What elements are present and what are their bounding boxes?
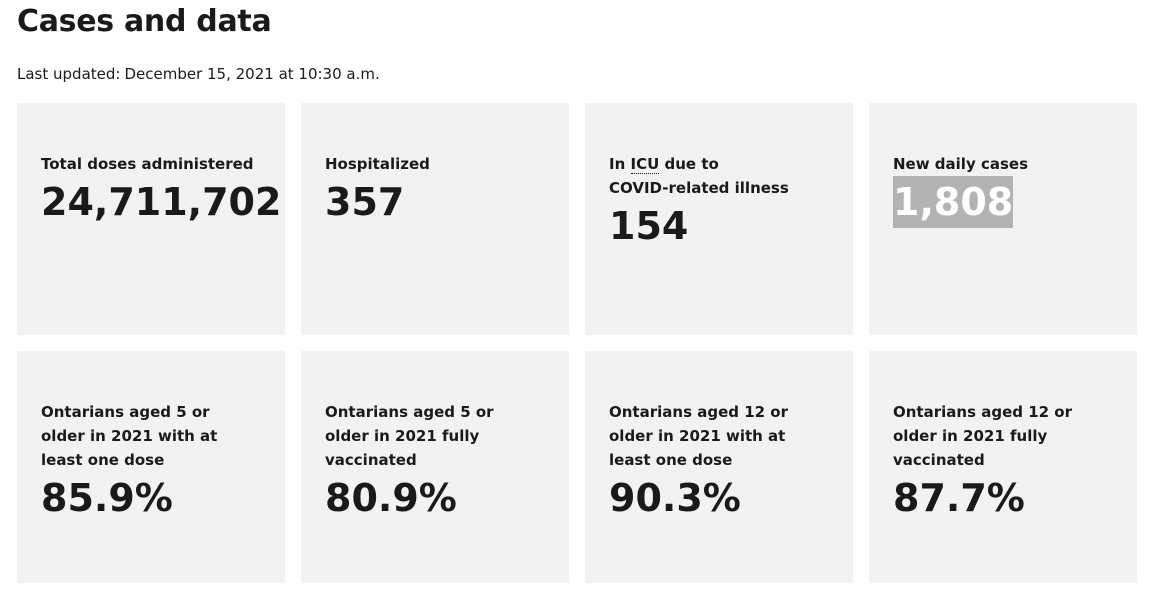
stats-grid: Total doses administered 24,711,702 Hosp…	[17, 103, 1137, 583]
stat-card-age5-fully-vaccinated: Ontarians aged 5 or older in 2021 fully …	[301, 351, 569, 583]
stat-card-hospitalized: Hospitalized 357	[301, 103, 569, 335]
label-prefix: In	[609, 155, 626, 173]
stat-card-total-doses: Total doses administered 24,711,702	[17, 103, 285, 335]
stat-card-value: 80.9%	[325, 476, 457, 520]
stat-card-label: Total doses administered	[41, 155, 254, 173]
stat-card-label: New daily cases	[893, 155, 1028, 173]
stat-card-new-daily-cases: New daily cases 1,808	[869, 103, 1137, 335]
stat-card-value: 87.7%	[893, 476, 1025, 520]
stat-card-value: 154	[609, 204, 689, 248]
last-updated-label: Last updated:	[17, 65, 121, 83]
stat-card-value: 90.3%	[609, 476, 741, 520]
stat-card-age5-one-dose: Ontarians aged 5 or older in 2021 with a…	[17, 351, 285, 583]
label-rest: due to	[664, 155, 719, 173]
stat-card-age12-fully-vaccinated: Ontarians aged 12 or older in 2021 fully…	[869, 351, 1137, 583]
stat-card-label-line-1: In ICU due to	[609, 152, 829, 176]
stat-card-value: 85.9%	[41, 476, 173, 520]
last-updated: Last updated: December 15, 2021 at 10:30 …	[17, 63, 380, 85]
stat-card-label: Ontarians aged 5 or older in 2021 fully …	[325, 403, 494, 469]
stat-card-icu: In ICU due to COVID-related illness 154	[585, 103, 853, 335]
stat-card-label: Ontarians aged 12 or older in 2021 with …	[609, 403, 789, 469]
page-title: Cases and data	[17, 4, 272, 39]
stat-card-label: Ontarians aged 12 or older in 2021 fully…	[893, 403, 1073, 469]
stat-card-value: 357	[325, 180, 405, 224]
stat-card-value: 24,711,702	[41, 180, 282, 224]
stat-card-label: In ICU due to COVID-related illness	[609, 152, 829, 200]
stat-card-label: Hospitalized	[325, 155, 430, 173]
last-updated-value: December 15, 2021 at 10:30 a.m.	[124, 65, 380, 83]
stat-card-label-line-2: COVID-related illness	[609, 179, 789, 197]
stat-card-age12-one-dose: Ontarians aged 12 or older in 2021 with …	[585, 351, 853, 583]
stat-card-value-highlighted: 1,808	[893, 176, 1014, 228]
stat-card-label: Ontarians aged 5 or older in 2021 with a…	[41, 403, 218, 469]
icu-abbreviation[interactable]: ICU	[630, 155, 660, 174]
